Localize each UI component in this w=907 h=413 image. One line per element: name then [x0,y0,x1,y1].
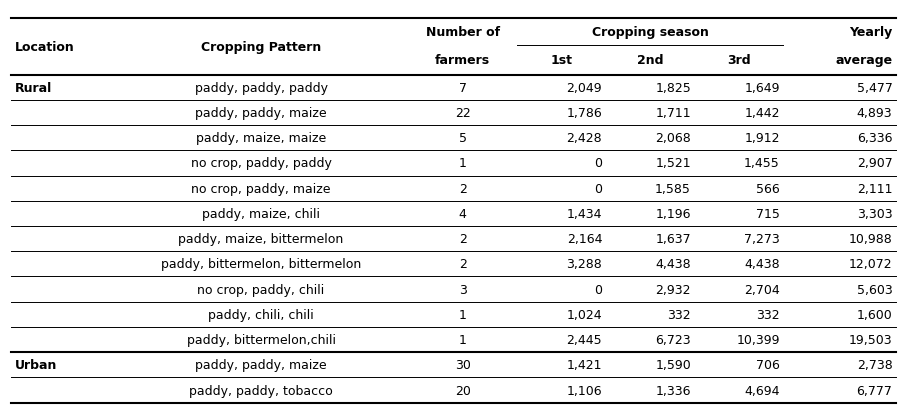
Text: 19,503: 19,503 [849,333,892,346]
Text: Location: Location [15,40,74,54]
Text: 3: 3 [459,283,466,296]
Text: 715: 715 [756,207,780,221]
Text: paddy, chili, chili: paddy, chili, chili [209,308,314,321]
Text: 7,273: 7,273 [744,233,780,246]
Text: 2,704: 2,704 [744,283,780,296]
Text: 2,428: 2,428 [567,132,602,145]
Text: 3rd: 3rd [727,54,751,67]
Text: 2,445: 2,445 [567,333,602,346]
Text: 1,637: 1,637 [656,233,691,246]
Text: 30: 30 [454,358,471,371]
Text: no crop, paddy, chili: no crop, paddy, chili [198,283,325,296]
Text: 706: 706 [756,358,780,371]
Text: 10,988: 10,988 [849,233,892,246]
Text: Yearly: Yearly [849,26,892,39]
Text: 2: 2 [459,182,466,195]
Text: no crop, paddy, paddy: no crop, paddy, paddy [190,157,332,170]
Text: 20: 20 [454,384,471,396]
Text: 4,893: 4,893 [857,107,892,120]
Text: 4: 4 [459,207,466,221]
Text: 566: 566 [756,182,780,195]
Text: 1,106: 1,106 [567,384,602,396]
Text: 1: 1 [459,157,466,170]
Text: 3,288: 3,288 [567,258,602,271]
Text: average: average [835,54,892,67]
Text: 6,723: 6,723 [656,333,691,346]
Text: paddy, bittermelon,chili: paddy, bittermelon,chili [187,333,336,346]
Text: 1: 1 [459,308,466,321]
Text: 1,590: 1,590 [655,358,691,371]
Text: Cropping season: Cropping season [591,26,708,39]
Text: 1st: 1st [551,54,572,67]
Text: Rural: Rural [15,81,52,95]
Text: 1,786: 1,786 [567,107,602,120]
Text: 6,336: 6,336 [857,132,892,145]
Text: 1,421: 1,421 [567,358,602,371]
Text: 2,738: 2,738 [857,358,892,371]
Text: 2: 2 [459,233,466,246]
Text: 2,907: 2,907 [857,157,892,170]
Text: 0: 0 [594,182,602,195]
Text: 2,068: 2,068 [655,132,691,145]
Text: Number of: Number of [425,26,500,39]
Text: 1,649: 1,649 [745,81,780,95]
Text: 1,455: 1,455 [744,157,780,170]
Text: 1,336: 1,336 [656,384,691,396]
Text: 1,434: 1,434 [567,207,602,221]
Text: 2,932: 2,932 [656,283,691,296]
Text: 1,024: 1,024 [567,308,602,321]
Text: 1,196: 1,196 [656,207,691,221]
Text: paddy, paddy, tobacco: paddy, paddy, tobacco [190,384,333,396]
Text: 2,164: 2,164 [567,233,602,246]
Text: 3,303: 3,303 [857,207,892,221]
Text: 4,694: 4,694 [745,384,780,396]
Text: no crop, paddy, maize: no crop, paddy, maize [191,182,331,195]
Text: 5: 5 [459,132,466,145]
Text: 1,600: 1,600 [857,308,892,321]
Text: farmers: farmers [435,54,490,67]
Text: 2,049: 2,049 [567,81,602,95]
Text: paddy, maize, bittermelon: paddy, maize, bittermelon [179,233,344,246]
Text: 1,442: 1,442 [745,107,780,120]
Text: paddy, maize, maize: paddy, maize, maize [196,132,327,145]
Text: 0: 0 [594,157,602,170]
Text: 1,521: 1,521 [656,157,691,170]
Text: paddy, bittermelon, bittermelon: paddy, bittermelon, bittermelon [161,258,361,271]
Text: 2,111: 2,111 [857,182,892,195]
Text: paddy, paddy, maize: paddy, paddy, maize [195,107,327,120]
Text: 332: 332 [668,308,691,321]
Text: 2: 2 [459,258,466,271]
Text: 332: 332 [756,308,780,321]
Text: 1,585: 1,585 [655,182,691,195]
Text: 2nd: 2nd [637,54,663,67]
Text: 1,825: 1,825 [655,81,691,95]
Text: 10,399: 10,399 [736,333,780,346]
Text: Cropping Pattern: Cropping Pattern [201,40,321,54]
Text: 1,912: 1,912 [745,132,780,145]
Text: 1,711: 1,711 [656,107,691,120]
Text: paddy, paddy, maize: paddy, paddy, maize [195,358,327,371]
Text: 6,777: 6,777 [856,384,892,396]
Text: 5,603: 5,603 [857,283,892,296]
Text: 5,477: 5,477 [856,81,892,95]
Text: 1: 1 [459,333,466,346]
Text: 12,072: 12,072 [849,258,892,271]
Text: 4,438: 4,438 [656,258,691,271]
Text: Urban: Urban [15,358,57,371]
Text: 7: 7 [459,81,466,95]
Text: paddy, paddy, paddy: paddy, paddy, paddy [195,81,327,95]
Text: 0: 0 [594,283,602,296]
Text: 4,438: 4,438 [744,258,780,271]
Text: 22: 22 [454,107,471,120]
Text: paddy, maize, chili: paddy, maize, chili [202,207,320,221]
